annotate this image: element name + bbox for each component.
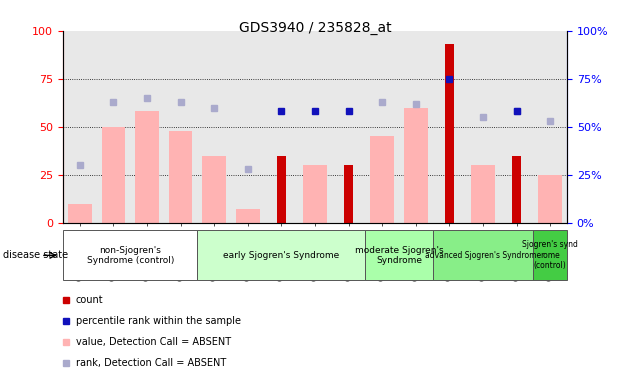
Bar	[471, 165, 495, 223]
Bar	[345, 165, 353, 223]
Bar	[202, 156, 226, 223]
Text: value, Detection Call = ABSENT: value, Detection Call = ABSENT	[76, 337, 231, 347]
Bar	[539, 175, 562, 223]
Bar	[68, 204, 91, 223]
Text: early Sjogren's Syndrome: early Sjogren's Syndrome	[223, 251, 340, 260]
Bar	[370, 136, 394, 223]
Text: advanced Sjogren's Syndrome: advanced Sjogren's Syndrome	[425, 251, 541, 260]
Text: non-Sjogren's
Syndrome (control): non-Sjogren's Syndrome (control)	[86, 246, 174, 265]
Text: rank, Detection Call = ABSENT: rank, Detection Call = ABSENT	[76, 358, 226, 368]
Bar	[169, 131, 192, 223]
Bar	[404, 108, 428, 223]
Bar	[277, 156, 285, 223]
Bar	[445, 44, 454, 223]
Text: Sjogren's synd
rome
(control): Sjogren's synd rome (control)	[522, 240, 578, 270]
Bar	[303, 165, 327, 223]
Text: disease state: disease state	[3, 250, 68, 260]
Bar	[135, 111, 159, 223]
Bar	[101, 127, 125, 223]
Text: count: count	[76, 295, 103, 305]
Bar	[512, 156, 521, 223]
Text: moderate Sjogren's
Syndrome: moderate Sjogren's Syndrome	[355, 246, 444, 265]
Text: percentile rank within the sample: percentile rank within the sample	[76, 316, 241, 326]
Text: GDS3940 / 235828_at: GDS3940 / 235828_at	[239, 21, 391, 35]
Bar	[236, 209, 260, 223]
